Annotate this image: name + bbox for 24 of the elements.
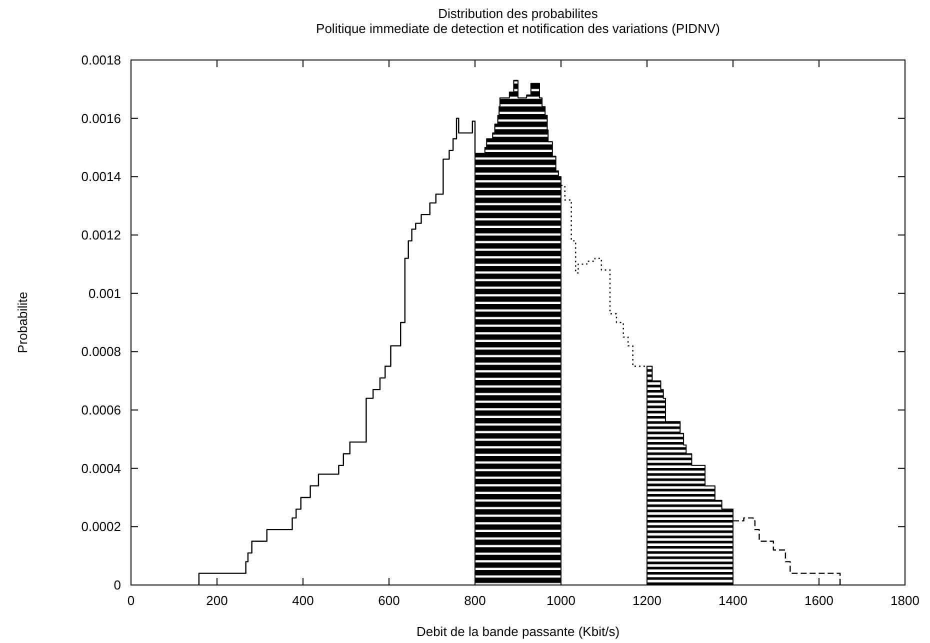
y-tick-label: 0.0014 <box>81 169 121 184</box>
y-tick-label: 0.0016 <box>81 110 121 126</box>
y-tick-label: 0.0002 <box>81 519 121 534</box>
y-tick-label: 0.0006 <box>81 402 121 418</box>
chart-subtitle: Politique immediate de detection et notification des variations (PIDNV) <box>316 21 720 36</box>
x-tick-label: 800 <box>464 593 486 608</box>
x-tick-label: 0 <box>127 593 135 608</box>
y-tick-label: 0.0018 <box>81 52 121 68</box>
y-tick-label: 0.0012 <box>81 228 121 242</box>
y-tick-label: 0.0004 <box>81 460 121 476</box>
x-tick-label: 400 <box>292 593 314 608</box>
y-tick-label: 0 <box>114 578 121 592</box>
x-axis-title: Debit de la bande passante (Kbit/s) <box>416 624 620 639</box>
x-tick-label: 600 <box>378 593 400 608</box>
y-axis-title: Probabilite <box>15 292 30 354</box>
x-tick-label: 1600 <box>804 593 834 608</box>
y-tick-label: 0.0008 <box>81 344 121 360</box>
x-tick-label: 1000 <box>546 593 576 608</box>
x-tick-label: 1400 <box>718 593 748 608</box>
x-tick-label: 200 <box>206 593 228 608</box>
y-tick-label: 0.001 <box>88 286 121 301</box>
chart-title: Distribution des probabilites <box>438 6 598 21</box>
x-tick-label: 1200 <box>632 593 662 608</box>
x-tick-label: 1800 <box>890 593 920 608</box>
